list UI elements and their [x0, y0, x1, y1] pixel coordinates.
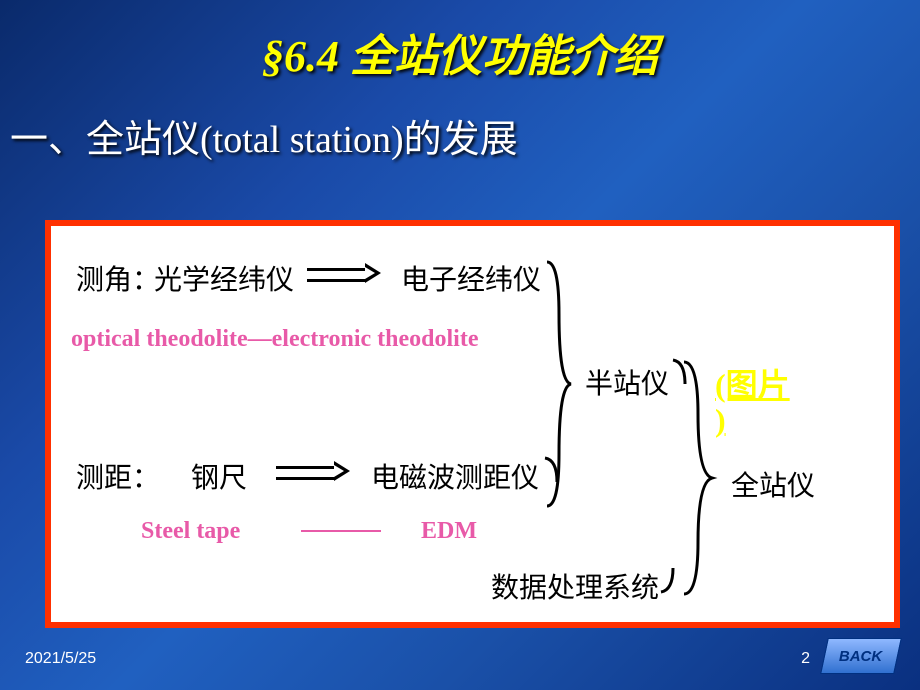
bottom-label: 数据处理系统 — [491, 566, 659, 606]
row1-b: 电子经纬仪 — [401, 258, 541, 298]
hook-2 — [671, 358, 689, 388]
image-link-1[interactable]: (图片 — [715, 360, 790, 406]
arrow-2-head-in — [334, 465, 344, 477]
diagram-box: 测角： 光学经纬仪 电子经纬仪 optical theodolite—elect… — [45, 220, 900, 628]
hook-3 — [659, 566, 677, 596]
back-button[interactable]: BACK — [824, 638, 896, 672]
mid-result: 半站仪 — [585, 362, 669, 402]
final-label: 全站仪 — [731, 464, 815, 504]
arrow-2 — [276, 466, 334, 480]
arrow-1 — [307, 268, 365, 282]
page-number: 2 — [801, 650, 810, 668]
back-button-label: BACK — [839, 648, 882, 665]
row2-label: 测距： — [76, 456, 160, 496]
row2-note-a: Steel tape — [141, 518, 240, 545]
date-label: 2021/5/25 — [25, 650, 96, 668]
section-heading: 一、全站仪(total station)的发展 — [10, 108, 920, 163]
image-link-2[interactable]: ) — [715, 402, 726, 439]
brace-large — [676, 354, 720, 604]
row1-a: 光学经纬仪 — [154, 258, 294, 298]
hook-1 — [543, 456, 561, 486]
row2-b: 电磁波测距仪 — [371, 456, 539, 496]
row2-note-b: EDM — [421, 518, 477, 545]
pink-line — [301, 530, 381, 532]
arrow-1-head-in — [365, 267, 375, 279]
row2-a: 钢尺 — [191, 456, 247, 496]
row1-note: optical theodolite—electronic theodolite — [71, 326, 478, 353]
row1-label: 测角： — [76, 258, 160, 298]
slide-title: §6.4 全站仪功能介绍 — [0, 0, 920, 84]
